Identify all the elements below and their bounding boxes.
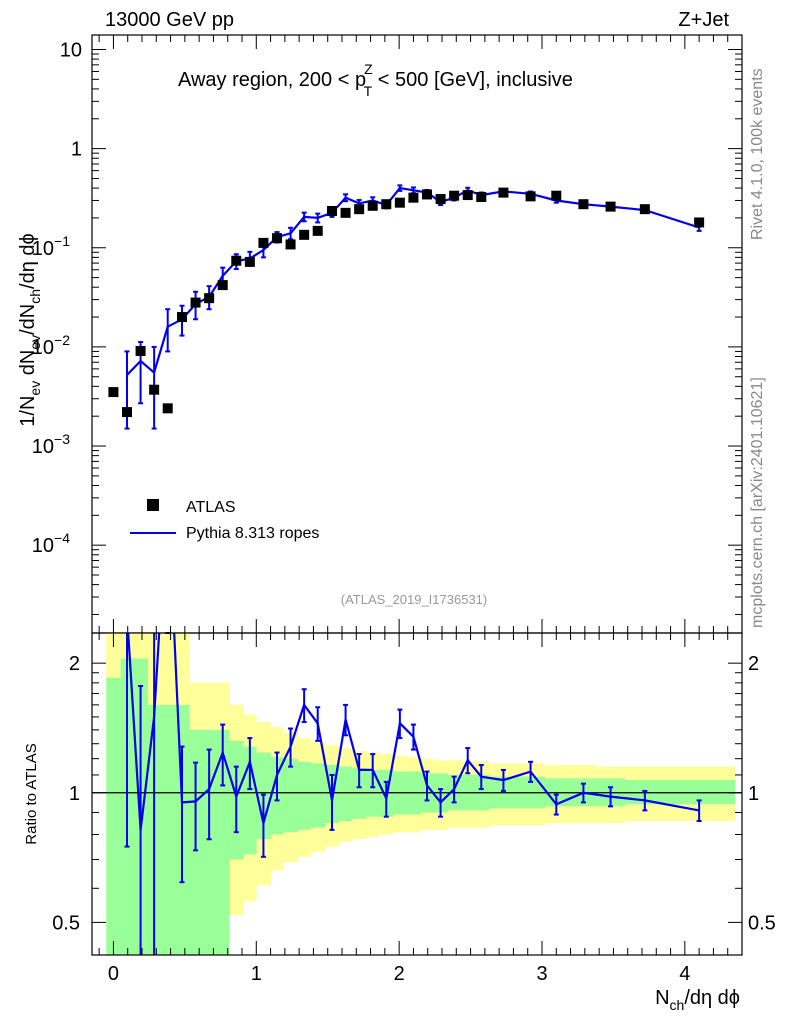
atlas-data-point xyxy=(149,384,160,395)
atlas-data-point xyxy=(462,190,473,201)
ratio-green-band xyxy=(202,729,216,955)
main-ytick-label: 10−2 xyxy=(32,332,70,359)
atlas-data-point xyxy=(135,345,146,356)
legend-atlas-label: ATLAS xyxy=(186,499,236,516)
legend-pythia-label: Pythia 8.313 ropes xyxy=(186,525,319,542)
x-tick-label: 0 xyxy=(108,963,119,985)
ratio-green-band xyxy=(283,758,299,833)
ratio-panel: 2 2 1 1 0.5 0.5 0 1 2 3 4 Ratio to ATLAS Nch/dη dϕ xyxy=(23,632,776,1013)
main-panel-frame xyxy=(91,34,743,634)
ratio-series-group xyxy=(124,632,702,955)
ratio-ytick-label: 2 xyxy=(69,653,80,675)
atlas-data-point xyxy=(551,190,562,201)
atlas-data-point xyxy=(231,255,242,266)
ratio-green-band xyxy=(352,768,367,819)
atlas-data-point xyxy=(476,192,487,203)
main-axis-ticks: 10 1 10−1 10−2 10−3 10−4 xyxy=(32,35,743,633)
header-energy: 13000 GeV pp xyxy=(105,9,234,31)
atlas-data-point xyxy=(108,387,119,398)
analysis-watermark: (ATLAS_2019_I1736531) xyxy=(341,592,487,607)
atlas-data-point xyxy=(122,407,132,418)
main-ytick-label: 10−1 xyxy=(32,233,70,260)
atlas-data-point xyxy=(190,297,201,308)
ratio-ytick-label: 0.5 xyxy=(52,912,80,934)
ratio-axis-ticks: 2 2 1 1 0.5 0.5 0 1 2 3 4 xyxy=(52,633,776,985)
x-tick-label: 2 xyxy=(394,963,405,985)
atlas-data-point xyxy=(605,201,616,212)
main-title: Away region, 200 < pZ T < 500 [GeV], incl… xyxy=(178,61,573,99)
atlas-data-point xyxy=(217,280,228,291)
atlas-data-point xyxy=(285,239,296,250)
main-series-group xyxy=(108,184,705,430)
atlas-data-point xyxy=(177,312,187,323)
main-panel: 10 1 10−1 10−2 10−3 10−4 Away region, 200 < p… xyxy=(17,34,743,634)
ratio-green-band xyxy=(106,677,121,955)
atlas-data-point xyxy=(204,293,215,304)
legend-atlas-marker xyxy=(147,499,159,511)
main-ytick-label: 1 xyxy=(71,139,82,161)
atlas-data-point xyxy=(435,194,446,205)
atlas-data-point xyxy=(525,191,536,202)
ratio-green-band xyxy=(214,729,230,955)
ratio-panel-frame xyxy=(91,632,743,956)
atlas-data-point xyxy=(327,205,337,216)
ratio-y-axis-label: Ratio to ATLAS xyxy=(23,743,40,844)
atlas-data-point xyxy=(272,233,282,244)
atlas-data-point xyxy=(449,190,460,201)
ratio-green-band xyxy=(339,766,353,821)
atlas-data-point xyxy=(408,192,419,203)
atlas-data-point xyxy=(299,229,310,240)
ratio-green-band xyxy=(160,704,176,955)
main-y-axis-label: 1/Nev dNev/dNch/dη dϕ xyxy=(17,233,43,426)
ratio-ytick-label-right: 0.5 xyxy=(748,912,776,934)
x-axis-label: Nch/dη dϕ xyxy=(655,987,740,1013)
ratio-pythia-line xyxy=(127,633,700,831)
atlas-data-point xyxy=(694,217,705,228)
atlas-data-point xyxy=(340,207,351,218)
main-ytick-label: 10 xyxy=(60,39,82,61)
atlas-data-point xyxy=(498,187,509,198)
ratio-ytick-label-right: 2 xyxy=(748,653,759,675)
atlas-data-point xyxy=(162,403,173,414)
pythia-line xyxy=(126,186,700,376)
ratio-ytick-label-right: 1 xyxy=(748,783,759,805)
atlas-data-point xyxy=(578,199,589,210)
atlas-data-point xyxy=(381,199,392,210)
atlas-data-point xyxy=(312,225,323,236)
atlas-data-point xyxy=(258,237,269,248)
main-ytick-label: 10−3 xyxy=(32,431,70,458)
atlas-data-point xyxy=(639,204,650,215)
ratio-green-band xyxy=(297,761,311,830)
atlas-data-point xyxy=(394,197,405,208)
x-tick-label: 3 xyxy=(536,963,547,985)
header-process: Z+Jet xyxy=(678,9,729,31)
atlas-data-point xyxy=(422,189,432,200)
atlas-data-point xyxy=(354,204,365,215)
legend: ATLAS Pythia 8.313 ropes xyxy=(130,499,319,542)
x-tick-label: 4 xyxy=(679,963,690,985)
atlas-data-point xyxy=(244,256,255,267)
mcplots-reference-label: mcplots.cern.ch [arXiv:2401.10621] xyxy=(749,377,766,628)
rivet-version-label: Rivet 4.1.0, 100k events xyxy=(749,68,766,240)
main-ytick-label: 10−4 xyxy=(32,530,70,557)
atlas-data-point xyxy=(367,200,378,211)
ratio-ytick-label: 1 xyxy=(69,783,80,805)
ratio-green-band xyxy=(310,763,326,828)
x-tick-label: 1 xyxy=(251,963,262,985)
